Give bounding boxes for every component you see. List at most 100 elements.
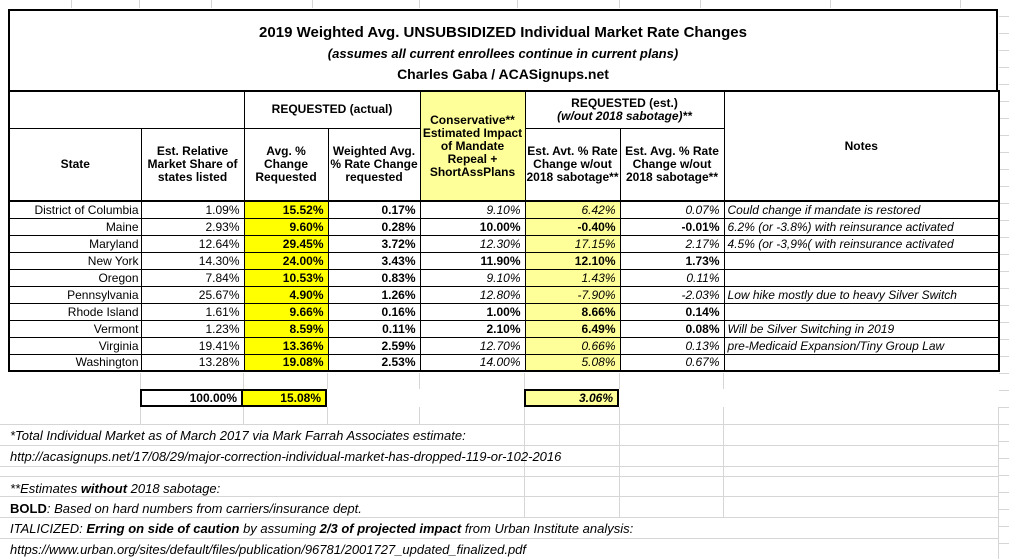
cell-conservative-impact[interactable]: 2.10% [419,319,526,338]
cell-market-share[interactable]: 1.09% [140,200,245,219]
cell-market-share[interactable]: 14.30% [140,251,245,270]
cell-avg-change[interactable]: 9.66% [243,302,329,321]
cell-avg-change[interactable]: 4.90% [243,285,329,304]
footnote-urban-url[interactable]: https://www.urban.org/sites/default/file… [10,541,526,558]
cell-avg-change[interactable]: 24.00% [243,251,329,270]
footnote-acasignups-url[interactable]: http://acasignups.net/17/08/29/major-cor… [10,448,561,465]
cell-weighted-avg[interactable]: 2.53% [327,353,421,372]
header-conservative-impact[interactable]: Conservative** Estimated Impact of Manda… [419,90,526,202]
cell-note[interactable]: 6.2% (or -3.8%) with reinsurance activat… [723,217,1000,236]
cell-note[interactable]: Could change if mandate is restored [723,200,1000,219]
cell-state[interactable]: Vermont [8,319,142,338]
cell-est-avg[interactable]: 2.17% [619,234,725,253]
cell-est-avg[interactable]: 0.14% [619,302,725,321]
cell-market-share[interactable]: 19.41% [140,336,245,355]
cell-est-avt[interactable]: -7.90% [524,285,621,304]
cell-market-share[interactable]: 13.28% [140,353,245,372]
cell-conservative-impact[interactable]: 10.00% [419,217,526,236]
cell-note[interactable] [723,268,1000,287]
cell-conservative-impact[interactable]: 9.10% [419,268,526,287]
cell-weighted-avg[interactable]: 0.83% [327,268,421,287]
cell-est-avg[interactable]: -0.01% [619,217,725,236]
cell-avg-change[interactable]: 9.60% [243,217,329,236]
cell-est-avt[interactable]: 8.66% [524,302,621,321]
cell-est-avg[interactable]: 0.07% [619,200,725,219]
total-avg-change[interactable]: 15.08% [241,389,327,407]
cell-note[interactable] [723,251,1000,270]
header-market-share[interactable]: Est. Relative Market Share of states lis… [140,127,245,202]
header-requested-est[interactable]: REQUESTED (est.) (w/out 2018 sabotage)** [524,90,725,129]
header-row-groups: REQUESTED (actual) Conservative** Estima… [8,90,1000,202]
cell-conservative-impact[interactable]: 9.10% [419,200,526,219]
cell-conservative-impact[interactable]: 12.30% [419,234,526,253]
cell-est-avt[interactable]: 0.66% [524,336,621,355]
cell-est-avg[interactable]: 0.08% [619,319,725,338]
cell-note[interactable]: Will be Silver Switching in 2019 [723,319,1000,338]
cell-avg-change[interactable]: 8.59% [243,319,329,338]
header-state[interactable]: State [8,127,142,202]
cell-est-avt[interactable]: -0.40% [524,217,621,236]
cell-weighted-avg[interactable]: 0.16% [327,302,421,321]
cell-est-avt[interactable]: 6.49% [524,319,621,338]
cell-market-share[interactable]: 12.64% [140,234,245,253]
cell-weighted-avg[interactable]: 3.72% [327,234,421,253]
cell-conservative-impact[interactable]: 12.80% [419,285,526,304]
cell-avg-change[interactable]: 19.08% [243,353,329,372]
cell-est-avg[interactable]: 0.13% [619,336,725,355]
cell-weighted-avg[interactable]: 0.11% [327,319,421,338]
cell-note[interactable] [723,353,1000,372]
cell-est-avg[interactable]: 0.67% [619,353,725,372]
cell-note[interactable]: pre-Medicaid Expansion/Tiny Group Law [723,336,1000,355]
header-requested-actual[interactable]: REQUESTED (actual) [243,90,421,129]
cell-est-avg[interactable]: 0.11% [619,268,725,287]
cell-market-share[interactable]: 25.67% [140,285,245,304]
total-market-share[interactable]: 100.00% [140,389,243,407]
cell-est-avt[interactable]: 1.43% [524,268,621,287]
cell-conservative-impact[interactable]: 12.70% [419,336,526,355]
cell-note[interactable]: Low hike mostly due to heavy Silver Swit… [723,285,1000,304]
cell-note[interactable] [723,302,1000,321]
cell-weighted-avg[interactable]: 3.43% [327,251,421,270]
cell-est-avg[interactable]: -2.03% [619,285,725,304]
cell-est-avt[interactable]: 6.42% [524,200,621,219]
cell-conservative-impact[interactable]: 14.00% [419,353,526,372]
cell-state[interactable]: Maine [8,217,142,236]
header-notes[interactable]: Notes [723,90,1000,202]
cell-weighted-avg[interactable]: 2.59% [327,336,421,355]
cell-est-avg[interactable]: 1.73% [619,251,725,270]
header-weighted-avg[interactable]: Weighted Avg. % Rate Change requested [327,127,421,202]
cell-est-avt[interactable]: 12.10% [524,251,621,270]
cell-state[interactable]: Rhode Island [8,302,142,321]
cell-avg-change[interactable]: 10.53% [243,268,329,287]
cell-market-share[interactable]: 1.61% [140,302,245,321]
legend-part: ITALICIZED: [10,521,87,536]
cell-weighted-avg[interactable]: 0.28% [327,217,421,236]
cell-conservative-impact[interactable]: 11.90% [419,251,526,270]
cell-market-share[interactable]: 1.23% [140,319,245,338]
cell-conservative-impact[interactable]: 1.00% [419,302,526,321]
cell-state[interactable]: Pennsylvania [8,285,142,304]
cell-avg-change[interactable]: 15.52% [243,200,329,219]
cell-est-avt[interactable]: 17.15% [524,234,621,253]
cell-state[interactable]: Washington [8,353,142,372]
header-empty-cell[interactable] [8,90,245,129]
cell-market-share[interactable]: 2.93% [140,217,245,236]
total-est-avt[interactable]: 3.06% [524,389,619,407]
cell-state[interactable]: New York [8,251,142,270]
cell-avg-change[interactable]: 29.45% [243,234,329,253]
gridline [419,0,420,8]
cell-avg-change[interactable]: 13.36% [243,336,329,355]
cell-note[interactable]: 4.5% (or -3,9%( with reinsurance activat… [723,234,1000,253]
cell-est-avt[interactable]: 5.08% [524,353,621,372]
cell-state[interactable]: District of Columbia [8,200,142,219]
cell-weighted-avg[interactable]: 0.17% [327,200,421,219]
header-avg-change[interactable]: Avg. % Change Requested [243,127,329,202]
cell-market-share[interactable]: 7.84% [140,268,245,287]
cell-state[interactable]: Oregon [8,268,142,287]
gridline [524,407,525,517]
header-est-avg[interactable]: Est. Avg. % Rate Change w/out 2018 sabot… [619,127,725,202]
header-est-avt[interactable]: Est. Avt. % Rate Change w/out 2018 sabot… [524,127,621,202]
cell-state[interactable]: Maryland [8,234,142,253]
cell-state[interactable]: Virginia [8,336,142,355]
cell-weighted-avg[interactable]: 1.26% [327,285,421,304]
